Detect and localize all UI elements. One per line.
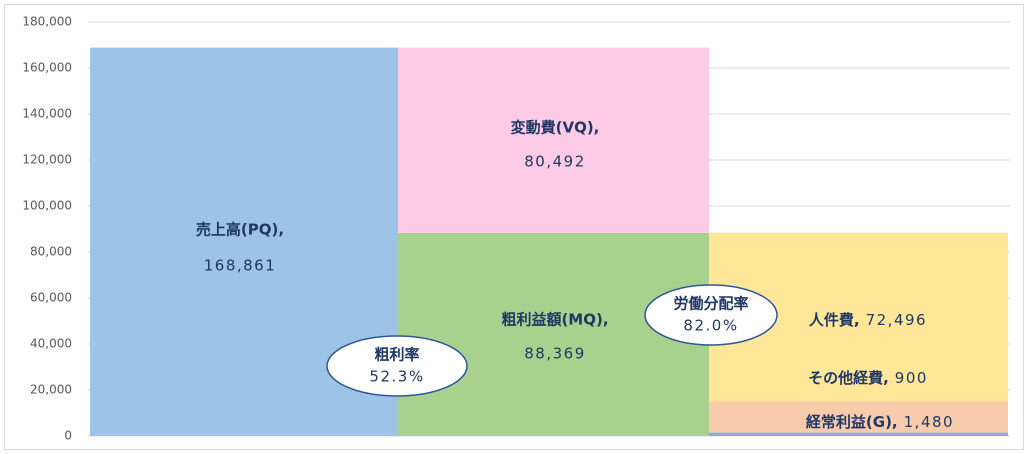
bar-segment <box>398 232 709 436</box>
segment-name: 経常利益(G), <box>806 413 898 431</box>
segment-name: その他経費, <box>808 369 889 387</box>
annotation-bubble <box>644 284 778 346</box>
bar-segment <box>709 399 1008 402</box>
y-tick-label: 40,000 <box>30 337 72 351</box>
y-tick-label: 140,000 <box>22 107 72 121</box>
y-tick-label: 120,000 <box>22 153 72 167</box>
bar-segment <box>398 47 709 233</box>
segment-name: 粗利益額(MQ), <box>501 311 608 329</box>
segment-value: 80,492 <box>524 153 586 171</box>
bar-segment <box>709 432 1008 436</box>
y-tick-label: 80,000 <box>30 245 72 259</box>
segment-name: 売上高(PQ), <box>196 221 284 239</box>
y-tick-label: 20,000 <box>30 383 72 397</box>
y-tick-label: 0 <box>64 429 72 443</box>
y-tick-label: 180,000 <box>22 15 72 29</box>
y-tick-label: 60,000 <box>30 291 72 305</box>
segment-label: 人件費, 72,496 <box>809 311 927 329</box>
annotation-label: 粗利率 <box>374 346 419 364</box>
segment-label: その他経費, 900 <box>808 369 928 387</box>
segment-name: 人件費, <box>809 311 860 329</box>
segment-name: 変動費(VQ), <box>511 119 600 137</box>
bar-segment <box>709 401 1008 433</box>
annotation-value: 52.3% <box>369 368 424 386</box>
annotation-value: 82.0% <box>683 317 738 335</box>
y-tick-label: 160,000 <box>22 61 72 75</box>
segment-value: 1,480 <box>904 413 954 431</box>
segment-value: 168,861 <box>204 257 277 275</box>
segment-value: 72,496 <box>866 311 928 329</box>
annotation-label: 労働分配率 <box>673 295 748 313</box>
segment-value: 88,369 <box>524 345 586 363</box>
y-tick-label: 100,000 <box>22 199 72 213</box>
annotation-bubble <box>326 335 468 397</box>
segment-label: 経常利益(G), 1,480 <box>806 413 954 431</box>
segment-value: 900 <box>895 369 928 387</box>
